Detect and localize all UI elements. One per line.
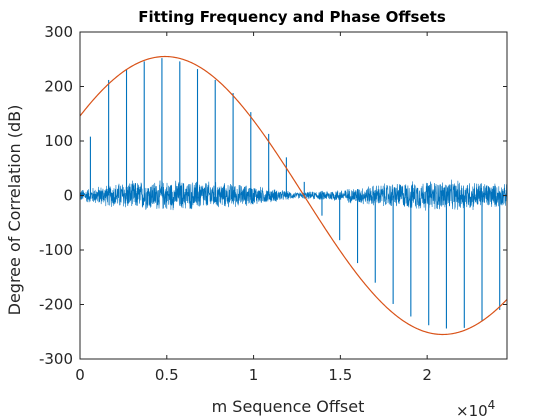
x-tick-label: 1 — [249, 366, 259, 384]
y-tick-label: 0 — [63, 187, 73, 205]
chart-title: Fitting Frequency and Phase Offsets — [138, 8, 446, 26]
y-tick-label: 300 — [44, 23, 73, 41]
y-tick-label: -300 — [39, 350, 73, 368]
x-tick-label: 1.5 — [328, 366, 352, 384]
y-tick-label: -200 — [39, 296, 73, 314]
y-tick-label: 100 — [44, 132, 73, 150]
x-axis-exponent: ×104 — [456, 398, 495, 420]
sinusoid-fit-line — [79, 55, 508, 336]
x-tick-label: 0 — [75, 366, 85, 384]
x-axis-label: m Sequence Offset — [212, 397, 365, 416]
x-exponent-power: 4 — [488, 398, 496, 412]
y-axis-label: Degree of Correlation (dB) — [5, 105, 24, 316]
x-exponent-base: ×10 — [456, 402, 488, 420]
x-ticks: 0 0.5 1 1.5 2 — [75, 32, 432, 384]
x-tick-label: 2 — [422, 366, 432, 384]
correlation-noise-layer — [79, 179, 508, 211]
y-ticks: -300 -200 -100 0 100 200 300 — [39, 23, 507, 368]
correlation-noise-line — [79, 179, 508, 211]
x-tick-label: 0.5 — [155, 366, 179, 384]
y-tick-label: -100 — [39, 241, 73, 259]
correlation-peaks-layer — [89, 58, 501, 329]
plot-area: 0 0.5 1 1.5 2 -300 -200 -100 0 100 200 300 — [39, 23, 508, 384]
y-tick-label: 200 — [44, 78, 73, 96]
